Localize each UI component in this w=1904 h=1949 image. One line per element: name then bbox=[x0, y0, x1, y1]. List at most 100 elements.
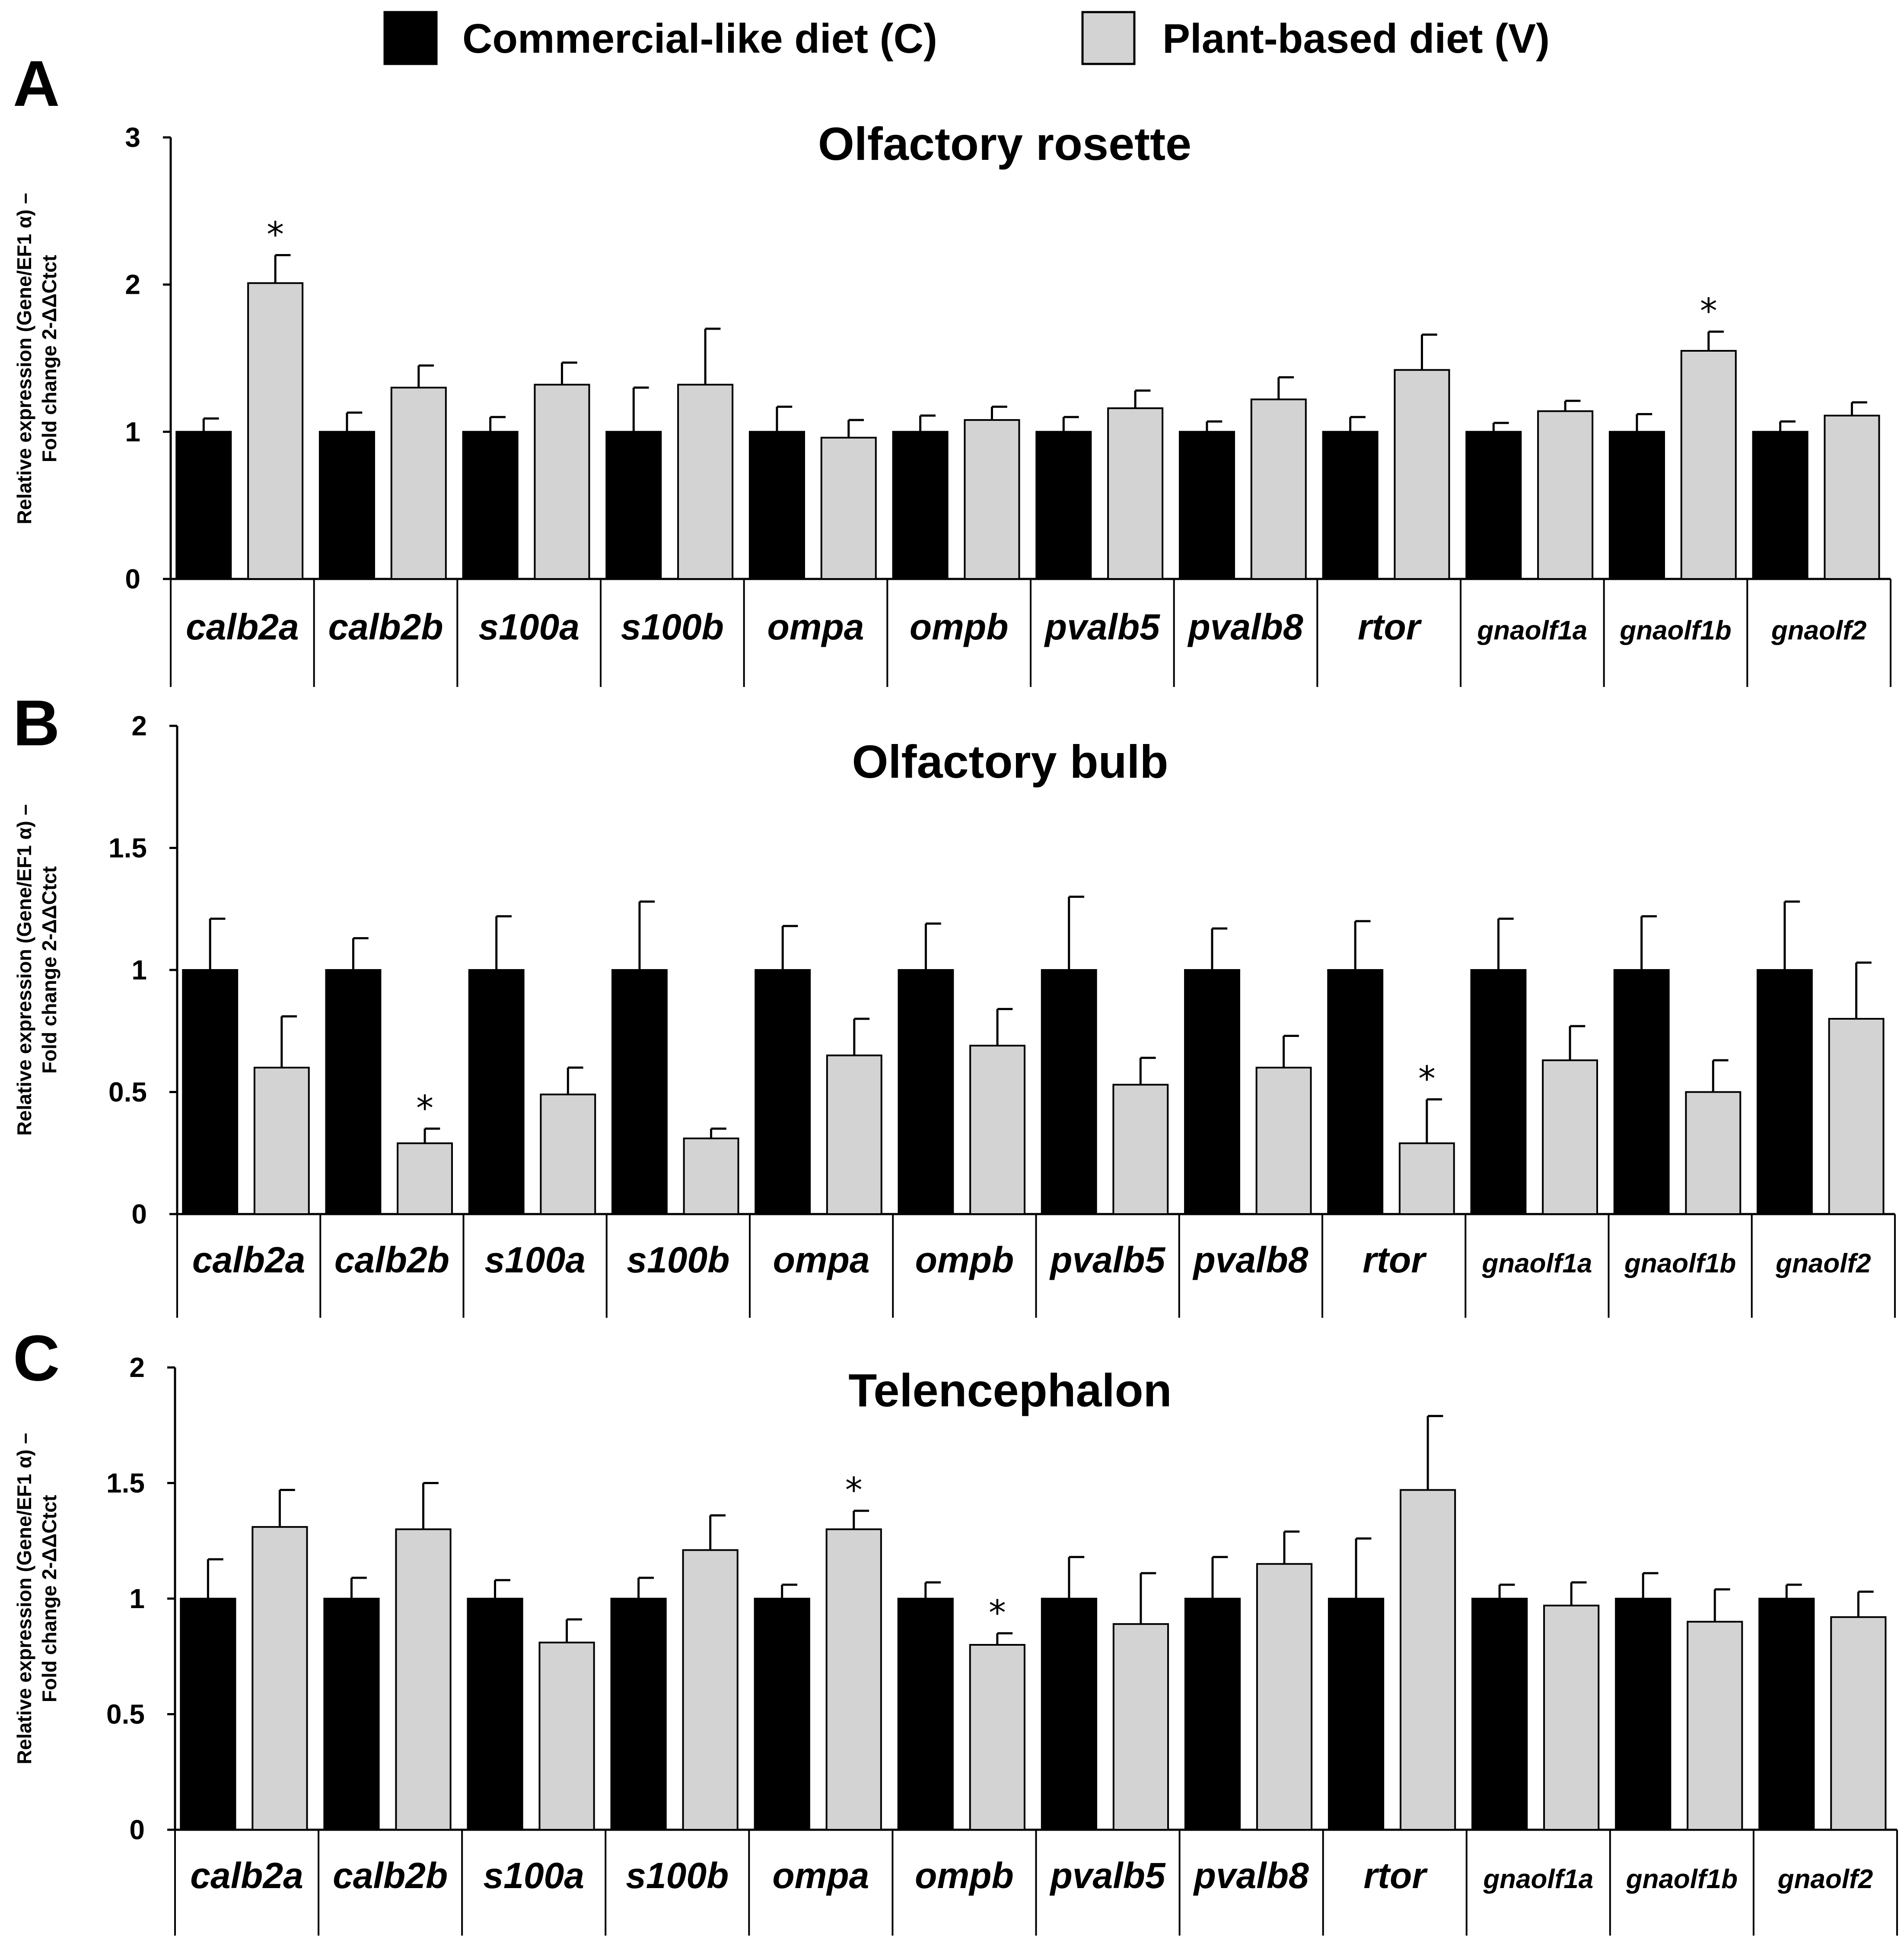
category-label: rtor bbox=[1358, 607, 1422, 647]
bar-plant-pvalb8 bbox=[1255, 1067, 1312, 1215]
bar-plant-gnaolf2 bbox=[1824, 414, 1880, 580]
y-tick-label: 3 bbox=[125, 122, 140, 153]
y-tick-label: 0.5 bbox=[108, 1077, 147, 1108]
category-label: calb2b bbox=[333, 1855, 448, 1896]
bar-plant-pvalb5 bbox=[1112, 1623, 1169, 1831]
bar-commercial-s100a bbox=[467, 1598, 523, 1831]
bar-commercial-ompb bbox=[897, 1598, 954, 1831]
bar-plant-s100a bbox=[540, 1094, 596, 1215]
y-tick-label: 1.5 bbox=[108, 833, 147, 864]
category-label: ompa bbox=[767, 607, 864, 647]
bar-commercial-s100b bbox=[611, 969, 668, 1215]
bar-plant-calb2b bbox=[390, 387, 447, 580]
bar-commercial-ompa bbox=[754, 1598, 810, 1831]
legend: Commercial-like diet (C) Plant-based die… bbox=[383, 11, 1550, 65]
category-label: gnaolf1b bbox=[1624, 1249, 1736, 1278]
bar-commercial-gnaolf2 bbox=[1752, 431, 1808, 580]
bar-plant-gnaolf1a bbox=[1542, 1059, 1598, 1215]
category-label: ompa bbox=[773, 1240, 870, 1280]
bar-commercial-s100a bbox=[462, 431, 519, 580]
category-label: s100a bbox=[478, 607, 579, 647]
bar-plant-rtor bbox=[1399, 1489, 1456, 1831]
category-label: gnaolf1b bbox=[1626, 1864, 1738, 1894]
category-label: s100a bbox=[483, 1855, 584, 1896]
significance-star: * bbox=[267, 215, 284, 255]
bar-plant-s100a bbox=[534, 384, 590, 580]
y-axis-label-line2: Fold change 2-ΔΔCtct bbox=[38, 866, 60, 1074]
y-tick-label: 1 bbox=[129, 1583, 145, 1614]
bar-plant-gnaolf1b bbox=[1687, 1621, 1743, 1831]
bar-commercial-calb2b bbox=[323, 1598, 380, 1831]
bar-commercial-s100b bbox=[610, 1598, 667, 1831]
chart-panels: A Olfactory rosette Relative expression (G… bbox=[13, 47, 1898, 1936]
category-label: ompa bbox=[772, 1855, 869, 1896]
bar-plant-calb2a bbox=[253, 1067, 310, 1215]
panel-letter: B bbox=[13, 687, 60, 759]
category-label: pvalb8 bbox=[1187, 607, 1303, 647]
bar-plant-calb2b bbox=[395, 1528, 452, 1831]
bar-commercial-calb2a bbox=[175, 431, 232, 580]
significance-star: * bbox=[1418, 1059, 1436, 1099]
bar-commercial-pvalb5 bbox=[1035, 431, 1092, 580]
category-label: pvalb5 bbox=[1049, 1240, 1165, 1280]
category-label: rtor bbox=[1363, 1240, 1427, 1280]
category-label: s100a bbox=[484, 1240, 586, 1280]
category-label: gnaolf1a bbox=[1483, 1864, 1593, 1894]
panel-a: A Olfactory rosette Relative expression (G… bbox=[13, 47, 1891, 687]
bar-commercial-gnaolf2 bbox=[1757, 969, 1813, 1215]
panel-letter: A bbox=[13, 47, 60, 120]
y-tick-label: 0.5 bbox=[106, 1699, 145, 1730]
bar-plant-ompa bbox=[825, 1528, 882, 1831]
bar-commercial-s100b bbox=[605, 431, 662, 580]
bar-plant-s100b bbox=[677, 384, 734, 580]
category-label: rtor bbox=[1363, 1855, 1428, 1896]
bar-commercial-ompb bbox=[898, 969, 954, 1215]
category-label: gnaolf2 bbox=[1777, 1864, 1873, 1894]
category-label: ompb bbox=[915, 1855, 1014, 1896]
panel-c: C Telencephalon Relative expression (Gene/… bbox=[13, 1322, 1898, 1936]
bar-commercial-pvalb8 bbox=[1184, 969, 1240, 1215]
bar-commercial-ompa bbox=[748, 431, 805, 580]
bar-plant-ompa bbox=[826, 1054, 882, 1215]
bar-plant-calb2a bbox=[252, 1526, 308, 1831]
bar-commercial-pvalb5 bbox=[1041, 969, 1097, 1215]
bar-plant-gnaolf1b bbox=[1685, 1091, 1742, 1215]
category-label: pvalb8 bbox=[1192, 1240, 1308, 1280]
bar-commercial-rtor bbox=[1322, 431, 1379, 580]
bar-commercial-pvalb5 bbox=[1041, 1598, 1097, 1831]
y-tick-label: 1.5 bbox=[106, 1468, 145, 1499]
y-axis-label: Relative expression (Gene/EF1 α) – bbox=[13, 193, 35, 524]
y-tick-label: 0 bbox=[125, 563, 140, 595]
bar-commercial-gnaolf1a bbox=[1465, 431, 1522, 580]
bar-plant-ompb bbox=[969, 1045, 1025, 1215]
category-label: gnaolf1a bbox=[1477, 616, 1587, 645]
bar-plant-pvalb5 bbox=[1112, 1084, 1169, 1215]
category-label: gnaolf2 bbox=[1775, 1249, 1871, 1278]
category-label: calb2b bbox=[334, 1240, 449, 1280]
category-label: s100b bbox=[626, 1855, 729, 1896]
bar-plant-ompb bbox=[964, 419, 1020, 580]
category-label: pvalb8 bbox=[1193, 1855, 1309, 1896]
bar-commercial-gnaolf1a bbox=[1470, 969, 1527, 1215]
category-label: calb2a bbox=[186, 607, 299, 647]
significance-star: * bbox=[416, 1088, 433, 1128]
significance-star: * bbox=[1700, 291, 1717, 331]
category-label: gnaolf2 bbox=[1771, 616, 1866, 645]
bar-commercial-s100a bbox=[468, 969, 525, 1215]
bar-plant-rtor bbox=[1394, 369, 1450, 580]
bar-commercial-pvalb8 bbox=[1178, 431, 1235, 580]
bar-plant-pvalb8 bbox=[1250, 398, 1307, 580]
panel-letter: C bbox=[13, 1322, 60, 1394]
bar-commercial-pvalb8 bbox=[1184, 1598, 1241, 1831]
significance-star: * bbox=[989, 1593, 1006, 1633]
bar-commercial-calb2a bbox=[182, 969, 239, 1215]
bar-commercial-ompb bbox=[892, 431, 949, 580]
category-label: calb2b bbox=[328, 607, 443, 647]
category-label: pvalb5 bbox=[1049, 1855, 1165, 1896]
category-label: pvalb5 bbox=[1044, 607, 1160, 647]
panel-b: B Olfactory bulb Relative expression (Gene… bbox=[13, 687, 1896, 1318]
bar-commercial-calb2a bbox=[180, 1598, 236, 1831]
significance-star: * bbox=[845, 1470, 863, 1510]
y-tick-label: 2 bbox=[125, 269, 140, 300]
panel-title: Olfactory bulb bbox=[852, 735, 1168, 788]
